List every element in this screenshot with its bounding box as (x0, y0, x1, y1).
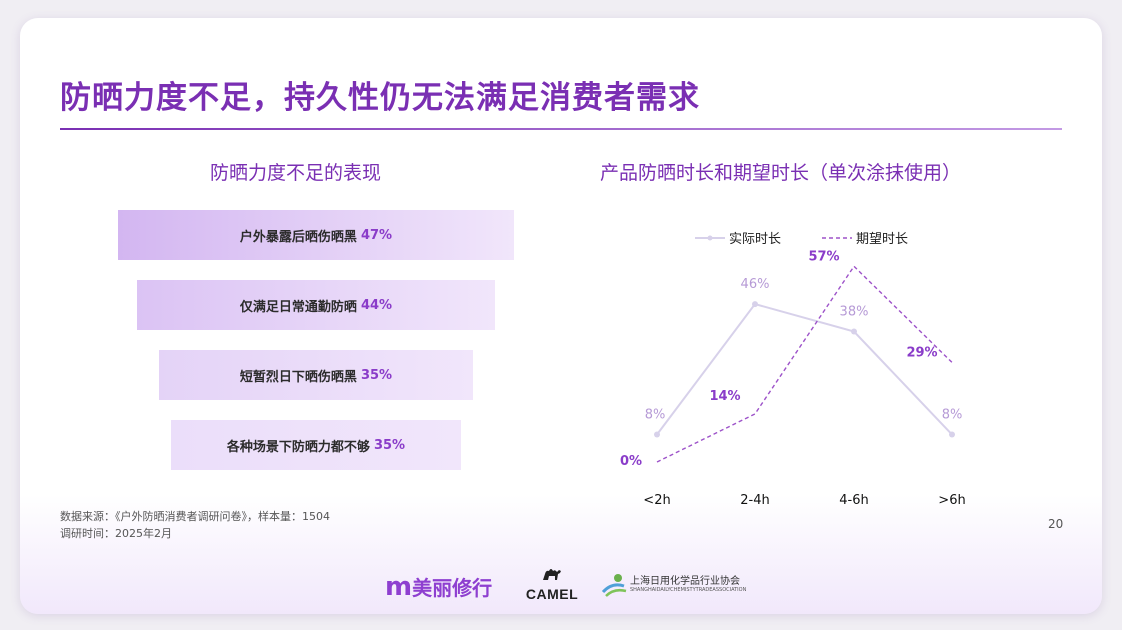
actual-duration-line (656, 302, 953, 436)
association-name-en: SHANGHAIDAILYCHEMISTYTRADEASSOCIATION (630, 587, 747, 593)
slide: 防晒力度不足，持久性仍无法满足消费者需求 防晒力度不足的表现 产品防晒时长和期望… (20, 18, 1102, 614)
funnel-bar-value: 47% (360, 227, 393, 243)
actual-data-point (654, 431, 660, 438)
actual-data-label: 38% (840, 305, 869, 320)
logo-m-mark: m (385, 572, 413, 602)
actual-data-point (949, 431, 955, 438)
actual-data-label: 8% (942, 408, 963, 423)
association-emblem-icon (601, 574, 627, 597)
line-chart-title: 产品防晒时长和期望时长（单次涂抹使用） (600, 162, 962, 184)
source-line: 数据来源：《户外防晒消费者调研问卷》，样本量：1504 (60, 510, 330, 523)
funnel-chart-title: 防晒力度不足的表现 (210, 162, 382, 184)
expected-data-label: 0% (620, 454, 642, 469)
survey-date: 调研时间：2025年2月 (60, 527, 172, 540)
legend-marker (707, 235, 713, 241)
association-logo: 上海日用化学品行业协会 SHANGHAIDAILYCHEMISTYTRADEAS… (600, 568, 770, 602)
funnel-bar: 短暂烈日下晒伤晒黑 35% (159, 350, 473, 400)
title-divider (60, 128, 1062, 130)
funnel-bar-label: 短暂烈日下晒伤晒黑 (239, 369, 357, 385)
x-tick-label: 2-4h (740, 493, 769, 508)
expected-data-label: 29% (906, 345, 937, 360)
page-title: 防晒力度不足，持久性仍无法满足消费者需求 (60, 80, 700, 116)
x-tick-label: 4-6h (839, 493, 868, 508)
actual-data-point (851, 328, 857, 335)
source-note: 数据来源：《户外防晒消费者调研问卷》，样本量：1504 调研时间：2025年2月 (60, 508, 330, 542)
line-chart: 实际时长 期望时长 8% 46% 38% 8% 0% 14% 57% 29% <2h 2-4h 4-6h… (620, 231, 966, 508)
funnel-bar-label: 户外暴露后晒伤晒黑 (239, 229, 357, 245)
page-number: 20 (1048, 517, 1064, 531)
funnel-bar-label: 仅满足日常通勤防晒 (239, 299, 357, 315)
x-tick-label: <2h (643, 493, 670, 508)
camel-text: CAMEL (525, 586, 579, 602)
logo-strip: m美丽修行 CAMEL 上海日用化学品行业协会 SHANGHAIDAILYCHE… (20, 566, 1102, 606)
expected-data-label: 14% (709, 389, 740, 404)
association-name-cn: 上海日用化学品行业协会 (630, 576, 740, 587)
x-tick-label: >6h (938, 493, 965, 508)
expected-data-label: 57% (808, 249, 839, 264)
funnel-bar: 仅满足日常通勤防晒 44% (137, 280, 495, 330)
actual-data-label: 46% (741, 277, 770, 292)
funnel-bar-value: 35% (360, 367, 393, 383)
funnel-bar-label: 各种场景下防晒力都不够 (226, 439, 370, 455)
camel-icon (543, 569, 561, 580)
actual-data-point (752, 301, 758, 308)
funnel-bar: 各种场景下防晒力都不够 35% (171, 420, 461, 470)
legend-label: 实际时长 (729, 232, 781, 247)
legend-label: 期望时长 (856, 231, 908, 247)
funnel-bar-value: 35% (373, 437, 406, 453)
funnel-bar-value: 44% (360, 297, 393, 313)
actual-data-label: 8% (645, 408, 666, 423)
expected-duration-line (656, 265, 953, 463)
meili-xiuxing-logo: m美丽修行 (385, 572, 492, 602)
funnel-bar: 户外暴露后晒伤晒黑 47% (118, 210, 514, 260)
camel-logo: CAMEL (522, 566, 582, 602)
logo1-text: 美丽修行 (412, 576, 493, 600)
